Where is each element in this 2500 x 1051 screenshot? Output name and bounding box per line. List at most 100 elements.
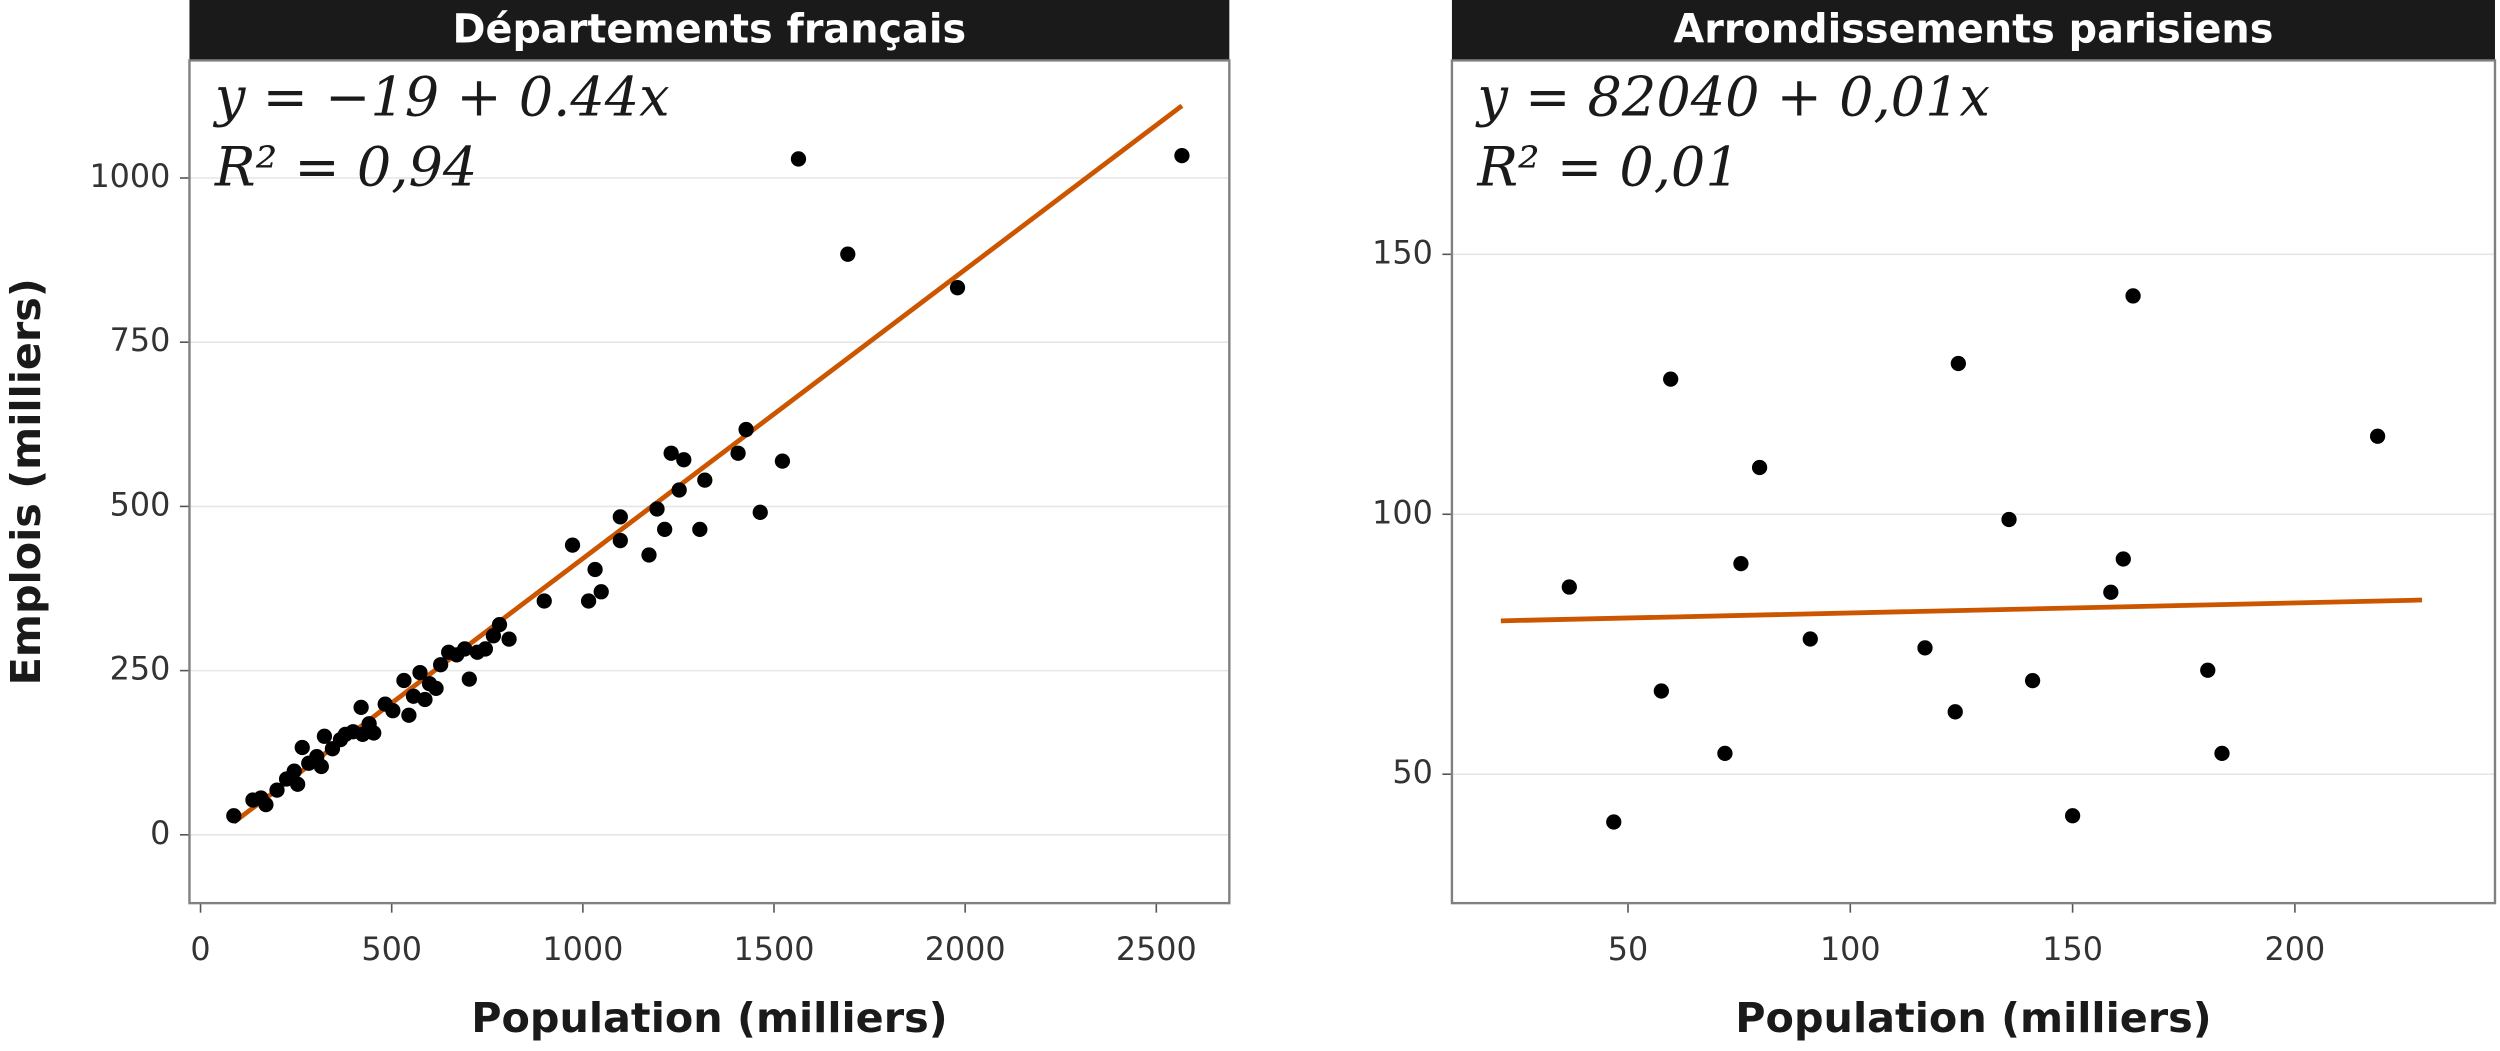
x-tick-label: 0 [190,931,210,968]
point [536,593,552,609]
point [396,672,412,689]
point [2024,672,2041,689]
fit-line [232,103,1184,825]
point [2200,662,2216,678]
point [491,617,508,633]
point [2369,428,2386,444]
strip [1451,0,2495,61]
point [949,280,966,296]
annotation: R² = 0,94 [214,136,477,199]
point [286,763,302,779]
y-tick-label: 0 [150,815,170,852]
point [1717,745,1733,762]
point [485,628,502,644]
point [657,521,673,538]
point [1174,148,1190,164]
annotation: y = −19 + 0.44x [213,66,670,129]
annotation: y = 82040 + 0,01x [1475,66,1990,129]
x-axis-label: Population (milliers) [471,994,947,1042]
point [774,453,791,469]
y-tick-label: 50 [1392,754,1432,791]
x-tick-label: 2000 [925,931,1006,968]
point [316,728,333,744]
point [226,808,242,824]
point [501,631,517,647]
point [580,593,597,609]
point [649,501,665,517]
point [752,504,768,520]
point [2115,551,2131,567]
point [366,725,382,741]
point [840,246,856,262]
point [676,452,692,468]
point [1653,683,1669,699]
point [313,758,329,775]
panel-title: Arrondissements parisiens [1674,6,2274,52]
point [1606,814,1622,830]
point [258,796,274,813]
x-tick-label: 200 [2265,931,2326,968]
point [269,782,285,798]
point [412,664,428,681]
point [385,703,401,719]
point [433,657,449,673]
y-axis-label: Emplois (milliers) [2,278,50,685]
y-tick-label: 100 [1372,494,1433,531]
y-tick-label: 750 [110,322,171,359]
point [730,445,746,461]
point [1950,355,1966,372]
point [663,445,679,461]
point [593,584,609,600]
panel-border [1450,59,2497,905]
x-tick-label: 100 [1820,931,1881,968]
x-tick-label: 500 [361,931,422,968]
point [2064,808,2081,824]
panel-border [188,59,1231,905]
point [401,707,417,723]
point [405,688,422,704]
point [1802,631,1818,647]
point [2214,745,2230,762]
point [2001,511,2017,528]
point [612,532,628,549]
point [612,509,628,525]
y-tick-label: 150 [1372,234,1433,271]
point [353,699,369,716]
fit-line [1500,597,2423,624]
x-tick-label: 150 [2042,931,2103,968]
x-tick-label: 1500 [734,931,815,968]
point [457,641,473,657]
y-tick-label: 500 [110,486,171,523]
point [1561,579,1577,595]
x-tick-label: 1000 [542,931,623,968]
annotation: R² = 0,01 [1476,136,1739,199]
point [1663,371,1679,387]
point [2125,288,2141,304]
point [564,537,581,553]
point [587,561,603,578]
x-tick-label: 2500 [1116,931,1197,968]
point [1917,640,1933,656]
y-tick-label: 1000 [89,158,170,195]
point [697,472,713,488]
panel-title: Départements français [453,6,967,52]
y-tick-label: 250 [110,651,171,688]
point [692,521,708,538]
point [294,739,310,756]
point [641,547,657,563]
point [738,421,754,438]
point [671,482,687,498]
point [461,671,477,687]
point [477,641,493,657]
x-tick-label: 50 [1608,931,1648,968]
point [1751,459,1768,476]
point [2103,584,2119,600]
point [1947,704,1963,720]
point [290,776,306,792]
point [790,151,807,167]
point [428,680,444,696]
point [1733,556,1749,572]
strip [189,0,1230,61]
